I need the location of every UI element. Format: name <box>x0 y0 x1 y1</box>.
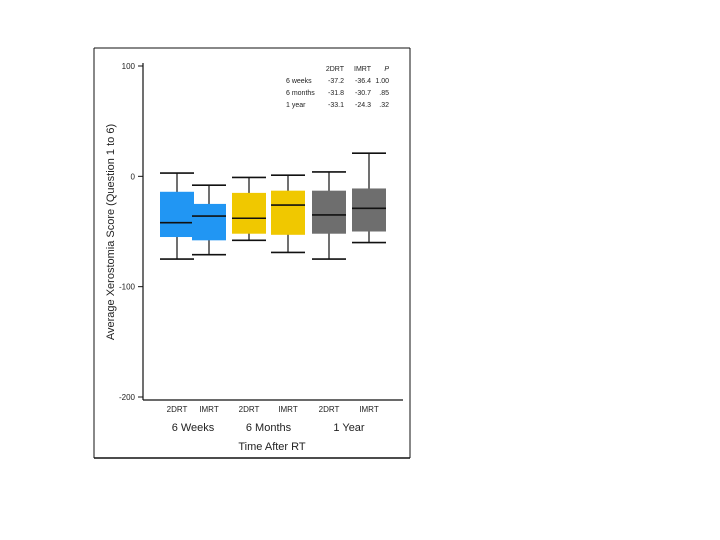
box-plot <box>232 176 266 242</box>
y-tick-label: 100 <box>122 62 136 71</box>
y-tick-label: 0 <box>131 172 136 181</box>
box-plot <box>312 171 346 260</box>
y-ticks: 100 0 -100 -200 <box>119 62 143 402</box>
stats-table-cell: -24.3 <box>355 102 371 109</box>
x-group-labels: 6 Weeks 6 Months 1 Year <box>172 422 365 434</box>
stats-table-header: P <box>384 66 389 73</box>
stats-table-header: 2DRT <box>326 66 345 73</box>
y-axis-title: Average Xerostomia Score (Question 1 to … <box>105 124 117 340</box>
stats-table-cell: -31.8 <box>328 90 344 97</box>
stats-table-cell: -30.7 <box>355 90 371 97</box>
stats-table-cell: 6 months <box>286 90 315 97</box>
x-group-label: 1 Year <box>333 422 365 434</box>
y-tick-label: -200 <box>119 393 136 402</box>
stats-table-cell: -33.1 <box>328 102 344 109</box>
x-category-label: 2DRT <box>319 405 340 414</box>
box-body <box>352 188 386 232</box>
stats-table-cell: -37.2 <box>328 78 344 85</box>
box-plot <box>192 184 226 256</box>
stats-table: 2DRT IMRT P 6 weeks -37.2 -36.4 1.00 6 months -3… <box>286 66 389 109</box>
box-body <box>312 190 346 234</box>
box-body <box>160 191 194 238</box>
box-plot <box>160 172 194 260</box>
box-plot <box>271 174 305 254</box>
stats-table-cell: -36.4 <box>355 78 371 85</box>
box-plots <box>160 152 386 260</box>
x-group-label: 6 Weeks <box>172 422 215 434</box>
x-category-label: 2DRT <box>239 405 260 414</box>
x-category-labels: 2DRT IMRT 2DRT IMRT 2DRT IMRT <box>167 405 379 414</box>
x-category-label: 2DRT <box>167 405 188 414</box>
stats-table-cell: 1 year <box>286 102 306 109</box>
stats-table-header: IMRT <box>354 66 372 73</box>
x-category-label: IMRT <box>359 405 379 414</box>
x-axis-title: Time After RT <box>238 441 306 453</box>
stats-table-cell: .32 <box>379 102 389 109</box>
x-category-label: IMRT <box>278 405 298 414</box>
box-plot <box>352 152 386 244</box>
box-body <box>271 190 305 235</box>
x-category-label: IMRT <box>199 405 219 414</box>
stats-table-cell: .85 <box>379 90 389 97</box>
x-group-label: 6 Months <box>246 422 292 434</box>
stats-table-cell: 6 weeks <box>286 78 312 85</box>
box-body <box>232 192 266 234</box>
box-body <box>192 203 226 241</box>
stats-table-cell: 1.00 <box>375 78 389 85</box>
y-tick-label: -100 <box>119 283 136 292</box>
